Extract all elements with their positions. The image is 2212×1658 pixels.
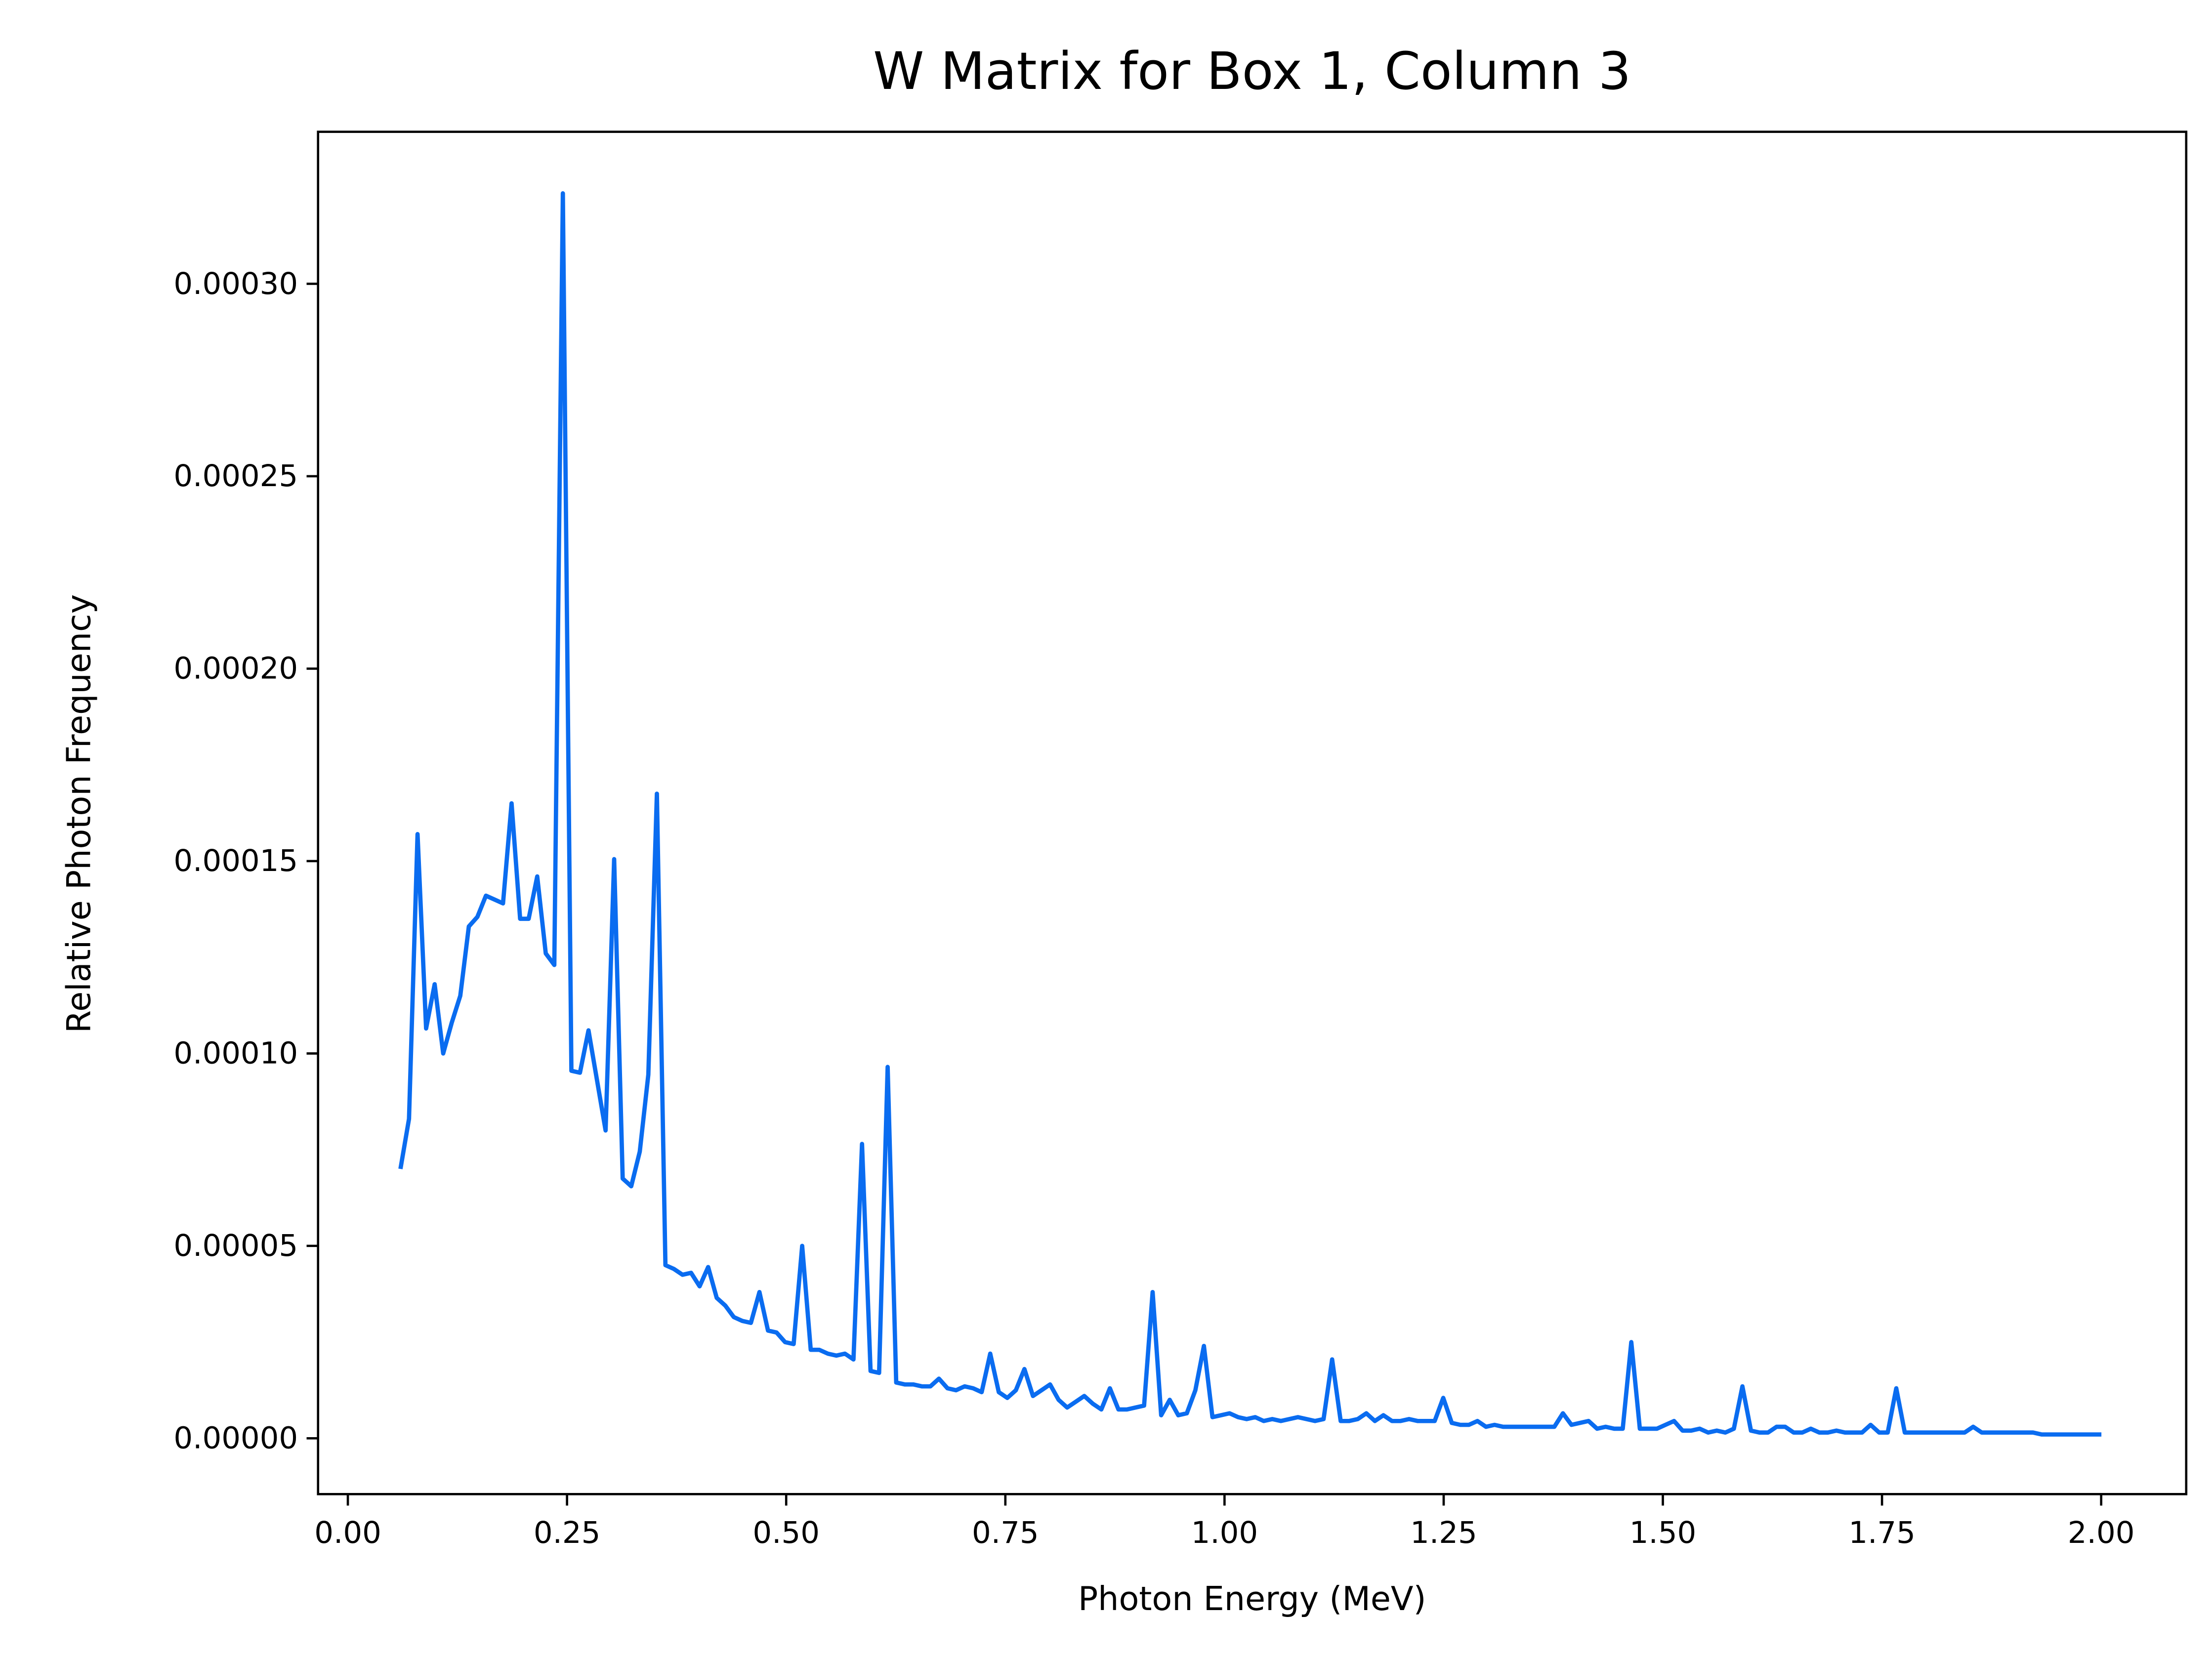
x-tick-label: 0.75: [972, 1515, 1039, 1550]
x-tick-label: 1.50: [1629, 1515, 1697, 1550]
y-tick-label: 0.00025: [173, 458, 298, 494]
y-tick-label: 0.00005: [173, 1228, 298, 1263]
x-tick-label: 2.00: [2068, 1515, 2135, 1550]
x-tick-label: 1.75: [1848, 1515, 1916, 1550]
y-tick-label: 0.00015: [173, 843, 298, 878]
x-tick-label: 1.00: [1191, 1515, 1258, 1550]
chart-title: W Matrix for Box 1, Column 3: [873, 41, 1631, 101]
x-tick-label: 0.00: [314, 1515, 381, 1550]
y-tick-label: 0.00010: [173, 1036, 298, 1071]
y-axis-label: Relative Photon Frequency: [60, 594, 98, 1033]
x-tick-label: 0.25: [534, 1515, 601, 1550]
y-tick-label: 0.00020: [173, 651, 298, 686]
y-tick-label: 0.00030: [173, 266, 298, 301]
axes-frame: [317, 130, 2188, 1495]
plot-area: [398, 191, 2102, 1437]
x-axis-label: Photon Energy (MeV): [1078, 1579, 1426, 1618]
x-tick-label: 0.50: [752, 1515, 820, 1550]
y-tick-label: 0.00000: [173, 1421, 298, 1456]
x-tick-label: 1.25: [1410, 1515, 1477, 1550]
data-line: [398, 191, 2102, 1437]
